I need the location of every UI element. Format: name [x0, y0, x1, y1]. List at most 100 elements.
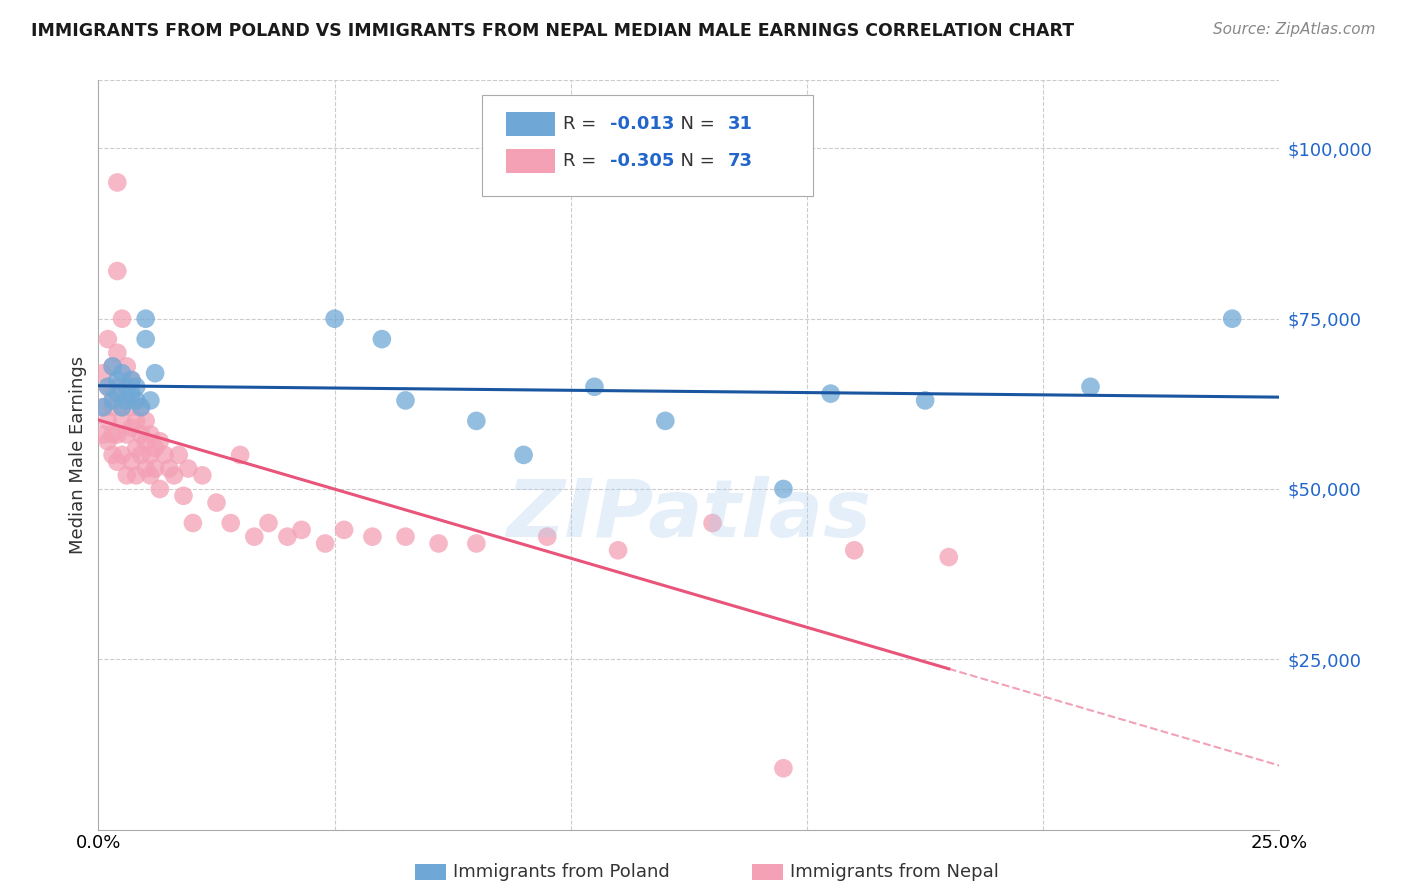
Point	[143, 461, 166, 475]
Point	[135, 311, 157, 326]
Point	[135, 434, 157, 449]
Point	[143, 366, 166, 380]
Point	[97, 380, 120, 394]
Point	[97, 434, 120, 449]
Point	[129, 401, 152, 415]
Point	[177, 461, 200, 475]
Point	[143, 441, 166, 455]
Point	[290, 523, 312, 537]
Point	[229, 448, 252, 462]
Point	[333, 523, 356, 537]
Y-axis label: Median Male Earnings: Median Male Earnings	[69, 356, 87, 554]
Point	[191, 468, 214, 483]
Point	[111, 401, 134, 415]
Text: R =: R =	[562, 153, 602, 170]
Point	[243, 530, 266, 544]
Point	[139, 427, 162, 442]
Point	[111, 366, 134, 380]
Point	[97, 332, 120, 346]
FancyBboxPatch shape	[506, 112, 555, 136]
Point	[371, 332, 394, 346]
Text: Immigrants from Poland: Immigrants from Poland	[453, 863, 669, 881]
Text: -0.305: -0.305	[610, 153, 675, 170]
Point	[163, 468, 186, 483]
Point	[111, 448, 134, 462]
Point	[135, 332, 157, 346]
Point	[257, 516, 280, 530]
Text: ZIPatlas: ZIPatlas	[506, 475, 872, 554]
Point	[115, 393, 138, 408]
Point	[914, 393, 936, 408]
Point	[129, 448, 152, 462]
Point	[149, 434, 172, 449]
Point	[111, 311, 134, 326]
Point	[101, 393, 124, 408]
Text: R =: R =	[562, 115, 602, 133]
Point	[135, 461, 157, 475]
Point	[938, 550, 960, 565]
Text: Immigrants from Nepal: Immigrants from Nepal	[790, 863, 1000, 881]
Point	[314, 536, 336, 550]
Point	[125, 380, 148, 394]
Point	[181, 516, 204, 530]
Point	[115, 380, 138, 394]
Point	[91, 427, 114, 442]
Text: N =: N =	[669, 153, 720, 170]
Point	[654, 414, 676, 428]
Point	[101, 401, 124, 415]
Point	[97, 380, 120, 394]
Point	[105, 455, 128, 469]
Point	[125, 414, 148, 428]
Point	[121, 373, 143, 387]
Point	[219, 516, 242, 530]
Text: 73: 73	[728, 153, 754, 170]
Point	[121, 420, 143, 434]
Point	[97, 414, 120, 428]
Text: IMMIGRANTS FROM POLAND VS IMMIGRANTS FROM NEPAL MEDIAN MALE EARNINGS CORRELATION: IMMIGRANTS FROM POLAND VS IMMIGRANTS FRO…	[31, 22, 1074, 40]
Point	[276, 530, 298, 544]
Point	[101, 359, 124, 374]
Point	[125, 441, 148, 455]
Point	[105, 373, 128, 387]
Point	[115, 359, 138, 374]
Point	[772, 482, 794, 496]
Text: Source: ZipAtlas.com: Source: ZipAtlas.com	[1212, 22, 1375, 37]
Point	[702, 516, 724, 530]
Point	[105, 264, 128, 278]
Point	[139, 393, 162, 408]
FancyBboxPatch shape	[506, 149, 555, 173]
Point	[111, 414, 134, 428]
Point	[820, 386, 842, 401]
Point	[101, 359, 124, 374]
Point	[167, 448, 190, 462]
Point	[129, 427, 152, 442]
Point	[121, 401, 143, 415]
Point	[91, 401, 114, 415]
Point	[105, 380, 128, 394]
Point	[1080, 380, 1102, 394]
Point	[772, 761, 794, 775]
Point	[125, 468, 148, 483]
Point	[844, 543, 866, 558]
Point	[323, 311, 346, 326]
FancyBboxPatch shape	[482, 95, 813, 196]
Point	[465, 414, 488, 428]
Point	[101, 427, 124, 442]
Point	[129, 401, 152, 415]
Point	[394, 530, 416, 544]
Point	[115, 427, 138, 442]
Point	[121, 455, 143, 469]
Point	[135, 414, 157, 428]
Point	[91, 366, 114, 380]
Point	[607, 543, 630, 558]
Point	[115, 393, 138, 408]
Text: 31: 31	[728, 115, 754, 133]
Text: N =: N =	[669, 115, 720, 133]
Point	[125, 393, 148, 408]
Point	[172, 489, 194, 503]
Point	[139, 448, 162, 462]
Text: -0.013: -0.013	[610, 115, 675, 133]
Point	[427, 536, 450, 550]
Point	[149, 482, 172, 496]
Point	[105, 386, 128, 401]
